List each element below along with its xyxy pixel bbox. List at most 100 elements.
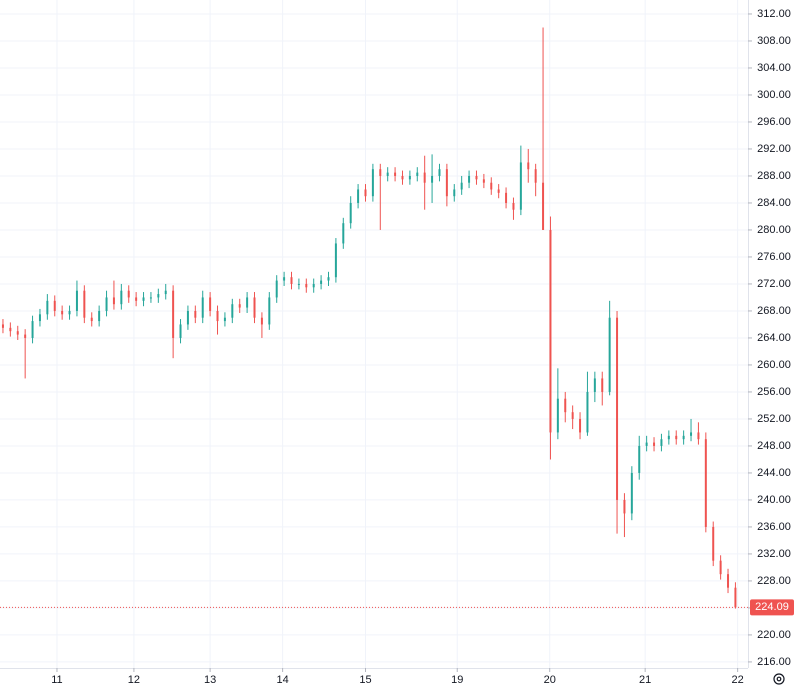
candle-body bbox=[179, 324, 182, 338]
candle-body bbox=[712, 526, 715, 561]
candle-body bbox=[283, 277, 286, 281]
candle-body bbox=[297, 283, 300, 285]
candle-body bbox=[371, 169, 374, 197]
y-tick-label: 304.00 bbox=[757, 62, 791, 74]
candle-body bbox=[201, 297, 204, 318]
candle-body bbox=[142, 297, 145, 301]
candle-body bbox=[31, 321, 34, 338]
candle-body bbox=[386, 172, 389, 176]
candle-body bbox=[571, 412, 574, 419]
y-tick-label: 244.00 bbox=[757, 467, 791, 479]
candle-body bbox=[734, 587, 737, 608]
axes: 216.00220.00224.00228.00232.00236.00240.… bbox=[51, 8, 794, 686]
candle-body bbox=[416, 172, 419, 176]
candle-body bbox=[660, 439, 663, 446]
y-tick-label: 240.00 bbox=[757, 494, 791, 506]
y-tick-label: 264.00 bbox=[757, 332, 791, 344]
y-tick-label: 284.00 bbox=[757, 197, 791, 209]
candle-body bbox=[630, 472, 633, 514]
candle-body bbox=[127, 290, 130, 298]
y-tick-label: 268.00 bbox=[757, 305, 791, 317]
candle-body bbox=[149, 297, 152, 299]
candle-body bbox=[682, 435, 685, 440]
candle-body bbox=[112, 297, 115, 305]
settings-icon[interactable] bbox=[773, 673, 785, 685]
candle-body bbox=[505, 192, 508, 203]
candle-body bbox=[453, 189, 456, 197]
candle-body bbox=[482, 179, 485, 183]
candle-body bbox=[75, 290, 78, 311]
candle-body bbox=[601, 378, 604, 392]
candle-body bbox=[253, 297, 256, 318]
candle-body bbox=[268, 297, 271, 325]
candle-body bbox=[260, 317, 263, 325]
settings-button[interactable] bbox=[773, 673, 785, 685]
candle-body bbox=[349, 202, 352, 224]
candle-body bbox=[157, 294, 160, 298]
candle-body bbox=[186, 310, 189, 325]
candle-body bbox=[697, 432, 700, 440]
candle-body bbox=[497, 189, 500, 193]
candle-body bbox=[616, 317, 619, 500]
candle-body bbox=[98, 310, 101, 322]
candle-body bbox=[312, 283, 315, 288]
candle-body bbox=[423, 172, 426, 183]
candle-body bbox=[53, 300, 56, 311]
candle-body bbox=[135, 297, 138, 301]
x-tick-label: 15 bbox=[359, 674, 371, 686]
candle-body bbox=[68, 310, 71, 315]
candle-body bbox=[209, 297, 212, 311]
candle-body bbox=[16, 331, 19, 335]
y-tick-label: 232.00 bbox=[757, 548, 791, 560]
candle-body bbox=[105, 297, 108, 311]
candle-body bbox=[357, 189, 360, 203]
candle-body bbox=[579, 418, 582, 433]
x-tick-label: 21 bbox=[639, 674, 651, 686]
candle-body bbox=[172, 290, 175, 338]
candle-body bbox=[46, 300, 49, 315]
y-tick-label: 280.00 bbox=[757, 224, 791, 236]
candle-body bbox=[438, 169, 441, 176]
candle-body bbox=[460, 182, 463, 190]
candle-body bbox=[24, 334, 27, 338]
candle-body bbox=[401, 175, 404, 180]
candle-body bbox=[623, 499, 626, 514]
candle-body bbox=[527, 162, 530, 170]
candle-body bbox=[408, 175, 411, 180]
candle-body bbox=[164, 290, 167, 295]
candle-body bbox=[1, 324, 4, 328]
candle-body bbox=[490, 182, 493, 190]
candle-body bbox=[534, 169, 537, 183]
y-tick-label: 292.00 bbox=[757, 143, 791, 155]
candle-body bbox=[305, 283, 308, 288]
x-tick-label: 19 bbox=[451, 674, 463, 686]
candle-body bbox=[445, 169, 448, 197]
candle-body bbox=[519, 162, 522, 210]
candle-body bbox=[475, 175, 478, 180]
last-price-label: 224.09 bbox=[755, 601, 789, 613]
candle-body bbox=[275, 280, 278, 298]
candle-body bbox=[9, 327, 12, 332]
y-tick-label: 272.00 bbox=[757, 278, 791, 290]
y-tick-label: 248.00 bbox=[757, 440, 791, 452]
candle-body bbox=[342, 223, 345, 244]
candle-body bbox=[593, 378, 596, 392]
y-tick-label: 216.00 bbox=[757, 656, 791, 668]
candle-body bbox=[727, 574, 730, 588]
y-tick-label: 288.00 bbox=[757, 170, 791, 182]
candle-body bbox=[431, 175, 434, 183]
y-tick-label: 276.00 bbox=[757, 251, 791, 263]
candle-body bbox=[38, 314, 41, 322]
y-tick-label: 312.00 bbox=[757, 8, 791, 20]
candle-body bbox=[690, 432, 693, 436]
candle-body bbox=[586, 391, 589, 433]
candle-body bbox=[223, 317, 226, 322]
y-tick-label: 308.00 bbox=[757, 35, 791, 47]
last-price-box bbox=[750, 599, 794, 616]
y-tick-label: 256.00 bbox=[757, 386, 791, 398]
x-tick-label: 12 bbox=[128, 674, 140, 686]
candle-body bbox=[549, 229, 552, 433]
candle-body bbox=[719, 560, 722, 575]
